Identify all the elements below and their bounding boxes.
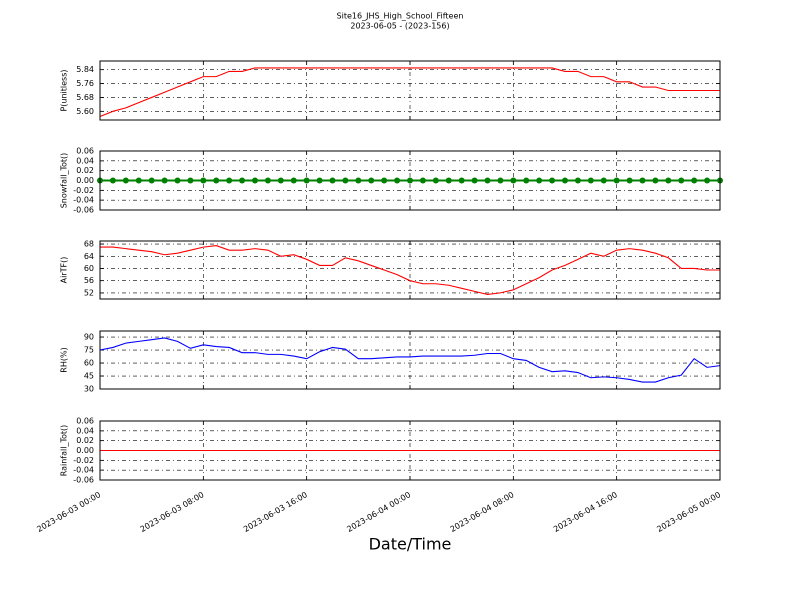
data-point: [277, 177, 284, 184]
y-tick-label: 0.00: [76, 176, 94, 185]
x-tick-label: 2023-06-05 00:00: [655, 490, 722, 534]
data-point: [600, 177, 607, 184]
plot-frame: [99, 240, 721, 300]
data-point: [122, 177, 129, 184]
data-point: [135, 177, 142, 184]
y-tick-label: 0.02: [76, 166, 94, 175]
y-tick-label: 60: [84, 264, 94, 273]
data-point: [342, 177, 349, 184]
data-point: [665, 177, 672, 184]
plot-frame: [99, 330, 721, 390]
data-point: [148, 177, 155, 184]
data-point: [574, 177, 581, 184]
data-point: [290, 177, 297, 184]
data-line: [99, 67, 720, 118]
y-tick-label: 68: [84, 240, 94, 249]
plot-frame: [99, 60, 721, 121]
x-tick-label: 2023-06-03 00:00: [35, 490, 102, 534]
x-tick-label: 2023-06-04 16:00: [552, 490, 619, 534]
data-point: [174, 177, 181, 184]
data-point: [419, 177, 426, 184]
data-point: [613, 177, 620, 184]
data-point: [213, 177, 220, 184]
y-tick-label: -0.02: [73, 456, 94, 465]
y-tick-label: 0.06: [76, 147, 94, 156]
y-tick-label: 5.60: [76, 107, 94, 116]
data-line: [100, 245, 720, 295]
x-tick-label: 2023-06-04 08:00: [449, 490, 516, 534]
data-point: [239, 177, 246, 184]
data-point: [458, 177, 465, 184]
x-tick-label: 2023-06-04 00:00: [345, 490, 412, 534]
data-point: [536, 177, 543, 184]
data-point: [200, 177, 207, 184]
data-point: [264, 177, 271, 184]
data-point: [523, 177, 530, 184]
y-axis-label: Rainfall_Tot(): [60, 425, 69, 477]
y-axis-label: RH(%): [60, 347, 69, 372]
data-point: [549, 177, 556, 184]
data-point: [355, 177, 362, 184]
data-line: [99, 337, 721, 383]
y-tick-label: 0.04: [76, 156, 94, 165]
y-tick-label: 5.76: [76, 79, 94, 88]
y-tick-label: -0.04: [73, 196, 94, 205]
data-point: [368, 177, 375, 184]
y-tick-label: 5.84: [76, 65, 94, 74]
data-point: [252, 177, 258, 184]
y-tick-label: 0.04: [76, 426, 94, 435]
x-axis-label: Date/Time: [369, 535, 452, 554]
data-point: [484, 177, 491, 184]
data-point: [381, 177, 388, 184]
y-tick-label: 45: [84, 372, 94, 381]
y-tick-label: 0.02: [76, 436, 94, 445]
data-point: [329, 177, 336, 184]
y-tick-label: 5.68: [76, 93, 94, 102]
y-tick-label: 0.06: [76, 417, 94, 426]
data-point: [704, 177, 711, 184]
y-tick-label: -0.06: [73, 476, 94, 485]
y-axis-label: Snowfall_Tot(): [60, 153, 69, 209]
data-point: [562, 177, 568, 184]
y-tick-label: 90: [84, 333, 94, 342]
y-tick-label: -0.02: [73, 186, 94, 195]
y-tick-label: 0.00: [76, 446, 94, 455]
y-tick-label: 56: [84, 276, 94, 285]
data-point: [510, 177, 517, 184]
plot-frame: [99, 150, 721, 211]
data-point: [471, 177, 478, 184]
data-point: [626, 177, 633, 184]
data-point: [497, 177, 504, 184]
data-point: [678, 177, 685, 184]
y-tick-label: 52: [84, 288, 94, 297]
y-tick-label: 60: [84, 359, 94, 368]
y-tick-label: -0.04: [73, 466, 94, 475]
data-point: [161, 177, 168, 184]
y-tick-label: -0.06: [73, 206, 94, 215]
data-point: [639, 177, 646, 184]
x-tick-label: 2023-06-03 08:00: [139, 490, 206, 534]
data-point: [303, 177, 310, 184]
data-point: [187, 177, 194, 184]
x-tick-label: 2023-06-03 16:00: [242, 490, 309, 534]
plot-frame: [99, 420, 721, 481]
y-axis-label: P(unitless): [60, 69, 69, 111]
data-point: [407, 177, 413, 184]
y-axis-label: AirTF(): [60, 257, 69, 284]
data-point: [109, 177, 116, 184]
data-point: [316, 177, 323, 184]
y-tick-label: 75: [84, 346, 94, 355]
data-point: [587, 177, 594, 184]
data-point: [652, 177, 659, 184]
y-tick-label: 64: [84, 252, 94, 261]
chart-subtitle: 2023-06-05 - (2023-156): [350, 22, 449, 31]
chart-title: Site16_JHS_High_School_Fifteen: [337, 12, 464, 21]
data-point: [691, 177, 698, 184]
data-point: [226, 177, 233, 184]
data-point: [394, 177, 401, 184]
data-point: [432, 177, 439, 184]
data-point: [445, 177, 452, 184]
y-tick-label: 30: [84, 385, 94, 394]
